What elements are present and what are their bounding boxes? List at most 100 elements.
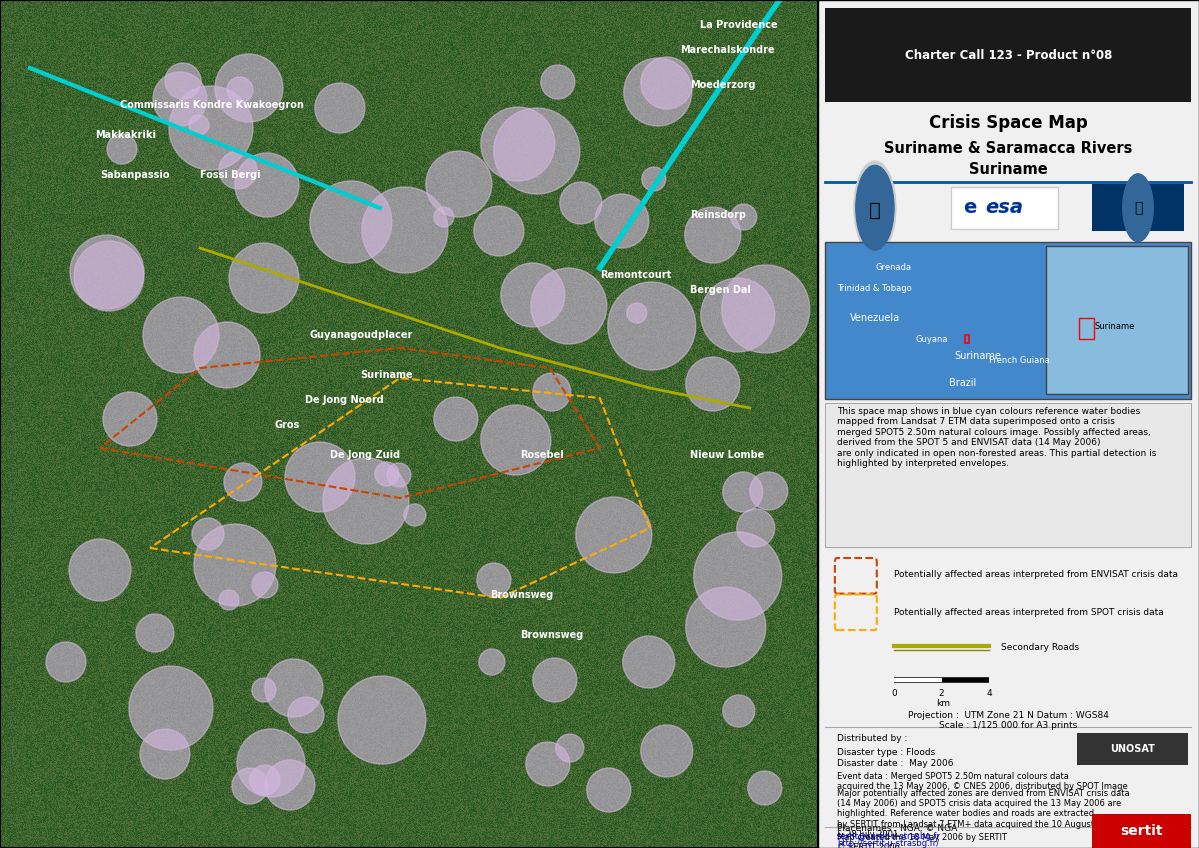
Circle shape [595, 194, 649, 248]
Text: Potentially affected areas interpreted from ENVISAT crisis data: Potentially affected areas interpreted f… [894, 571, 1177, 579]
Circle shape [140, 729, 189, 779]
Text: km: km [936, 699, 951, 708]
Text: Event data : Merged SPOT5 2.50m natural colours data
acquired the 13 May 2006, ©: Event data : Merged SPOT5 2.50m natural … [837, 772, 1127, 791]
Circle shape [532, 373, 571, 411]
Circle shape [640, 725, 693, 777]
Text: French Guiana: French Guiana [989, 356, 1050, 365]
Circle shape [494, 108, 580, 194]
Circle shape [856, 165, 894, 250]
Text: Distributed by :: Distributed by : [837, 734, 908, 743]
Circle shape [227, 77, 253, 103]
Circle shape [526, 742, 570, 786]
Text: Grenada: Grenada [876, 263, 912, 271]
Text: sertit: sertit [1121, 824, 1163, 838]
Text: Suriname: Suriname [954, 351, 1001, 361]
Text: http://sertit.u-strasbg.fr/: http://sertit.u-strasbg.fr/ [837, 839, 939, 848]
Text: Gros: Gros [275, 420, 300, 430]
Circle shape [474, 206, 524, 256]
Text: Projection :  UTM Zone 21 N Datum : WGS84
Scale : 1/125 000 for A3 prints: Projection : UTM Zone 21 N Datum : WGS84… [908, 711, 1109, 730]
Text: e: e [964, 198, 977, 217]
Circle shape [387, 463, 411, 487]
Circle shape [219, 151, 257, 189]
Text: 🌍: 🌍 [869, 201, 881, 220]
Circle shape [362, 187, 448, 273]
Circle shape [1122, 174, 1153, 242]
Text: De Jong Noord: De Jong Noord [305, 395, 384, 405]
Text: Suriname: Suriname [1095, 322, 1135, 331]
Circle shape [285, 442, 355, 512]
Circle shape [723, 472, 763, 512]
Circle shape [153, 72, 207, 126]
Circle shape [622, 636, 675, 688]
Circle shape [434, 207, 454, 227]
Circle shape [700, 278, 775, 352]
Text: Placenames : NGA, © NGA: Placenames : NGA, © NGA [837, 824, 957, 834]
Circle shape [541, 65, 574, 99]
Text: 🌐: 🌐 [1134, 201, 1143, 215]
Text: Brazil: Brazil [948, 378, 976, 388]
Text: sertit@sertit.u-strasbg.fr: sertit@sertit.u-strasbg.fr [837, 832, 941, 841]
Circle shape [481, 405, 550, 475]
Circle shape [736, 509, 775, 547]
Text: Charter Call 123 - Product n°08: Charter Call 123 - Product n°08 [905, 48, 1111, 62]
Text: 4: 4 [987, 689, 992, 698]
Text: Commissaris Kondre Kwakoegron: Commissaris Kondre Kwakoegron [120, 100, 303, 110]
Circle shape [686, 587, 766, 667]
Circle shape [74, 241, 144, 311]
Text: Brownsweg: Brownsweg [520, 630, 583, 640]
Text: UNOSAT: UNOSAT [1110, 744, 1155, 754]
Circle shape [252, 572, 278, 598]
Circle shape [309, 181, 392, 263]
Circle shape [627, 303, 646, 323]
Text: Suriname: Suriname [360, 370, 412, 380]
Circle shape [723, 695, 754, 727]
Circle shape [135, 614, 174, 652]
Circle shape [224, 463, 261, 501]
Circle shape [235, 153, 299, 217]
Circle shape [194, 322, 260, 388]
Circle shape [685, 207, 741, 263]
Circle shape [231, 768, 267, 804]
Circle shape [478, 649, 505, 675]
Bar [964, 335, 969, 343]
Circle shape [219, 590, 239, 610]
Text: This space map shows in blue cyan colours reference water bodies
mapped from Lan: This space map shows in blue cyan colour… [837, 407, 1156, 468]
Text: Secondary Roads: Secondary Roads [1001, 644, 1079, 652]
Circle shape [404, 504, 426, 526]
Bar [951, 187, 1058, 229]
Bar [1077, 733, 1187, 765]
Text: Guyana: Guyana [916, 335, 948, 343]
Circle shape [722, 265, 809, 353]
Circle shape [854, 161, 896, 254]
Circle shape [730, 204, 757, 230]
Circle shape [103, 392, 157, 446]
Text: Reinsdorp: Reinsdorp [689, 210, 746, 220]
Circle shape [323, 458, 409, 544]
Text: Guyanagoudplacer: Guyanagoudplacer [309, 330, 414, 340]
Circle shape [641, 167, 665, 191]
Circle shape [375, 462, 399, 486]
Circle shape [694, 532, 782, 620]
Text: Nieuw Lombe: Nieuw Lombe [689, 450, 764, 460]
Circle shape [249, 765, 279, 795]
Circle shape [434, 397, 478, 441]
Text: Trinidad & Tobago: Trinidad & Tobago [838, 284, 912, 293]
Circle shape [288, 697, 324, 733]
Text: La Providence: La Providence [700, 20, 777, 30]
Circle shape [192, 518, 224, 550]
Text: Sabanpassio: Sabanpassio [100, 170, 169, 180]
Circle shape [165, 63, 201, 99]
Text: Venezuela: Venezuela [850, 313, 900, 323]
Circle shape [338, 676, 426, 764]
Circle shape [315, 83, 364, 133]
Circle shape [229, 243, 299, 313]
Circle shape [265, 659, 323, 717]
Circle shape [143, 297, 219, 373]
Circle shape [70, 539, 131, 601]
Circle shape [46, 642, 86, 682]
Circle shape [749, 472, 788, 510]
Circle shape [169, 86, 253, 170]
Bar [1047, 246, 1187, 394]
Text: 0: 0 [891, 689, 897, 698]
Text: Crisis Space Map: Crisis Space Map [929, 114, 1087, 132]
